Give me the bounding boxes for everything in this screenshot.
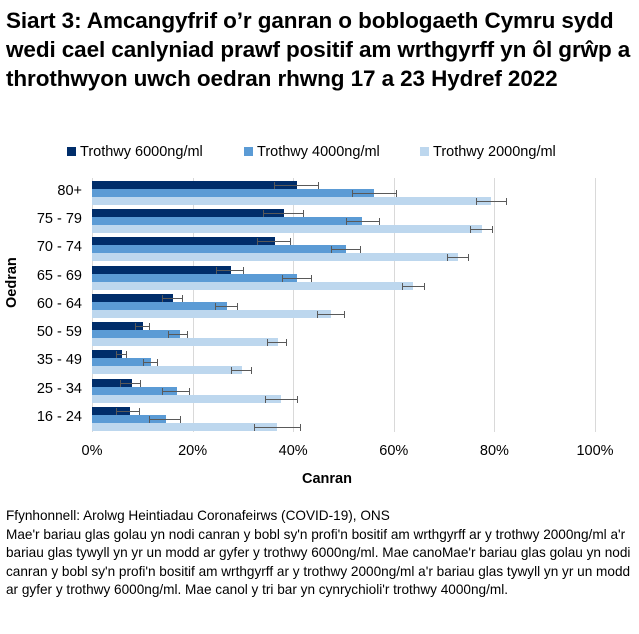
gridline xyxy=(293,178,294,432)
error-bar xyxy=(447,254,470,262)
bar xyxy=(92,253,459,262)
bar xyxy=(92,197,491,205)
error-bar xyxy=(282,274,313,282)
plot-area xyxy=(92,178,596,432)
bar xyxy=(92,293,173,302)
error-bar xyxy=(148,415,181,423)
error-bar xyxy=(168,331,188,339)
error-bar xyxy=(401,282,426,290)
x-tick-label: 60% xyxy=(379,443,409,459)
error-bar xyxy=(256,238,292,246)
error-bar xyxy=(230,367,253,375)
error-bar xyxy=(274,182,319,189)
legend-label-4000: Trothwy 4000ng/ml xyxy=(257,144,380,160)
bar xyxy=(92,358,152,367)
y-tick-label: 25 - 34 xyxy=(36,380,82,397)
bar xyxy=(92,414,167,423)
y-tick-label: 16 - 24 xyxy=(36,408,82,425)
bar xyxy=(92,422,277,431)
bar xyxy=(92,378,132,387)
x-tick-label: 20% xyxy=(178,443,208,459)
bar xyxy=(92,181,298,189)
legend-item-4000: Trothwy 4000ng/ml xyxy=(244,144,380,160)
bar xyxy=(92,209,285,218)
bar xyxy=(92,225,482,234)
x-tick-label: 80% xyxy=(479,443,509,459)
bar xyxy=(92,217,363,226)
y-tick-label: 65 - 69 xyxy=(36,267,82,284)
x-tick-label: 100% xyxy=(576,443,614,459)
bar xyxy=(92,265,231,274)
x-axis-title: Canran xyxy=(302,471,352,487)
x-tick-label: 0% xyxy=(81,443,103,459)
chart-title: Siart 3: Amcangyfrif o’r ganran o boblog… xyxy=(6,8,631,91)
error-bar xyxy=(317,310,345,318)
error-bar xyxy=(161,294,183,302)
bar xyxy=(92,309,331,318)
error-bar xyxy=(263,210,305,218)
bar xyxy=(92,237,276,246)
legend-item-6000: Trothwy 6000ng/ml xyxy=(67,144,203,160)
bar xyxy=(92,386,177,395)
error-bar xyxy=(215,302,238,310)
legend-item-2000: Trothwy 2000ng/ml xyxy=(420,144,556,160)
bar xyxy=(92,394,282,403)
error-bar xyxy=(345,218,380,226)
bar xyxy=(92,406,130,415)
error-bar xyxy=(264,395,298,403)
error-bar xyxy=(119,379,142,387)
gridline xyxy=(394,178,395,432)
bar xyxy=(92,338,279,347)
bar xyxy=(92,330,181,339)
error-bar xyxy=(475,198,508,205)
y-tick-label: 80+ xyxy=(57,183,82,199)
y-tick-label: 70 - 74 xyxy=(36,239,82,256)
error-bar xyxy=(116,407,141,415)
y-tick-label: 60 - 64 xyxy=(36,295,82,312)
y-tick-label: 50 - 59 xyxy=(36,324,82,341)
gridline xyxy=(494,178,495,432)
gridline xyxy=(595,178,596,432)
legend-swatch-2000 xyxy=(420,147,429,156)
legend-label-2000: Trothwy 2000ng/ml xyxy=(433,144,556,160)
error-bar xyxy=(470,226,494,234)
legend: Trothwy 6000ng/ml Trothwy 4000ng/ml Trot… xyxy=(0,144,639,164)
error-bar xyxy=(352,190,397,197)
legend-swatch-4000 xyxy=(244,147,253,156)
error-bar xyxy=(215,266,245,274)
error-bar xyxy=(143,359,158,367)
bar xyxy=(92,350,123,359)
error-bar xyxy=(116,351,128,359)
error-bar xyxy=(331,246,362,254)
y-tick-label: 35 - 49 xyxy=(36,352,82,369)
source-note: Ffynhonnell: Arolwg Heintiadau Coronafei… xyxy=(6,508,390,523)
bar xyxy=(92,281,413,290)
error-bar xyxy=(266,339,288,347)
error-bar xyxy=(162,387,191,395)
error-bar xyxy=(134,323,151,331)
y-tick-label: 75 - 79 xyxy=(36,211,82,228)
bar xyxy=(92,322,143,331)
legend-swatch-6000 xyxy=(67,147,76,156)
bar xyxy=(92,273,298,282)
bar xyxy=(92,366,243,375)
legend-label-6000: Trothwy 6000ng/ml xyxy=(80,144,203,160)
chart-description: Mae'r bariau glas golau yn nodi canran y… xyxy=(6,526,631,598)
y-axis-labels: 80+ 75 - 79 70 - 74 65 - 69 60 - 64 50 - 59 35… xyxy=(0,178,82,432)
bar xyxy=(92,189,375,197)
bar xyxy=(92,245,346,254)
x-tick-label: 40% xyxy=(278,443,308,459)
footer: Ffynhonnell: Arolwg Heintiadau Coronafei… xyxy=(6,507,636,600)
error-bar xyxy=(254,423,302,431)
bar xyxy=(92,301,227,310)
